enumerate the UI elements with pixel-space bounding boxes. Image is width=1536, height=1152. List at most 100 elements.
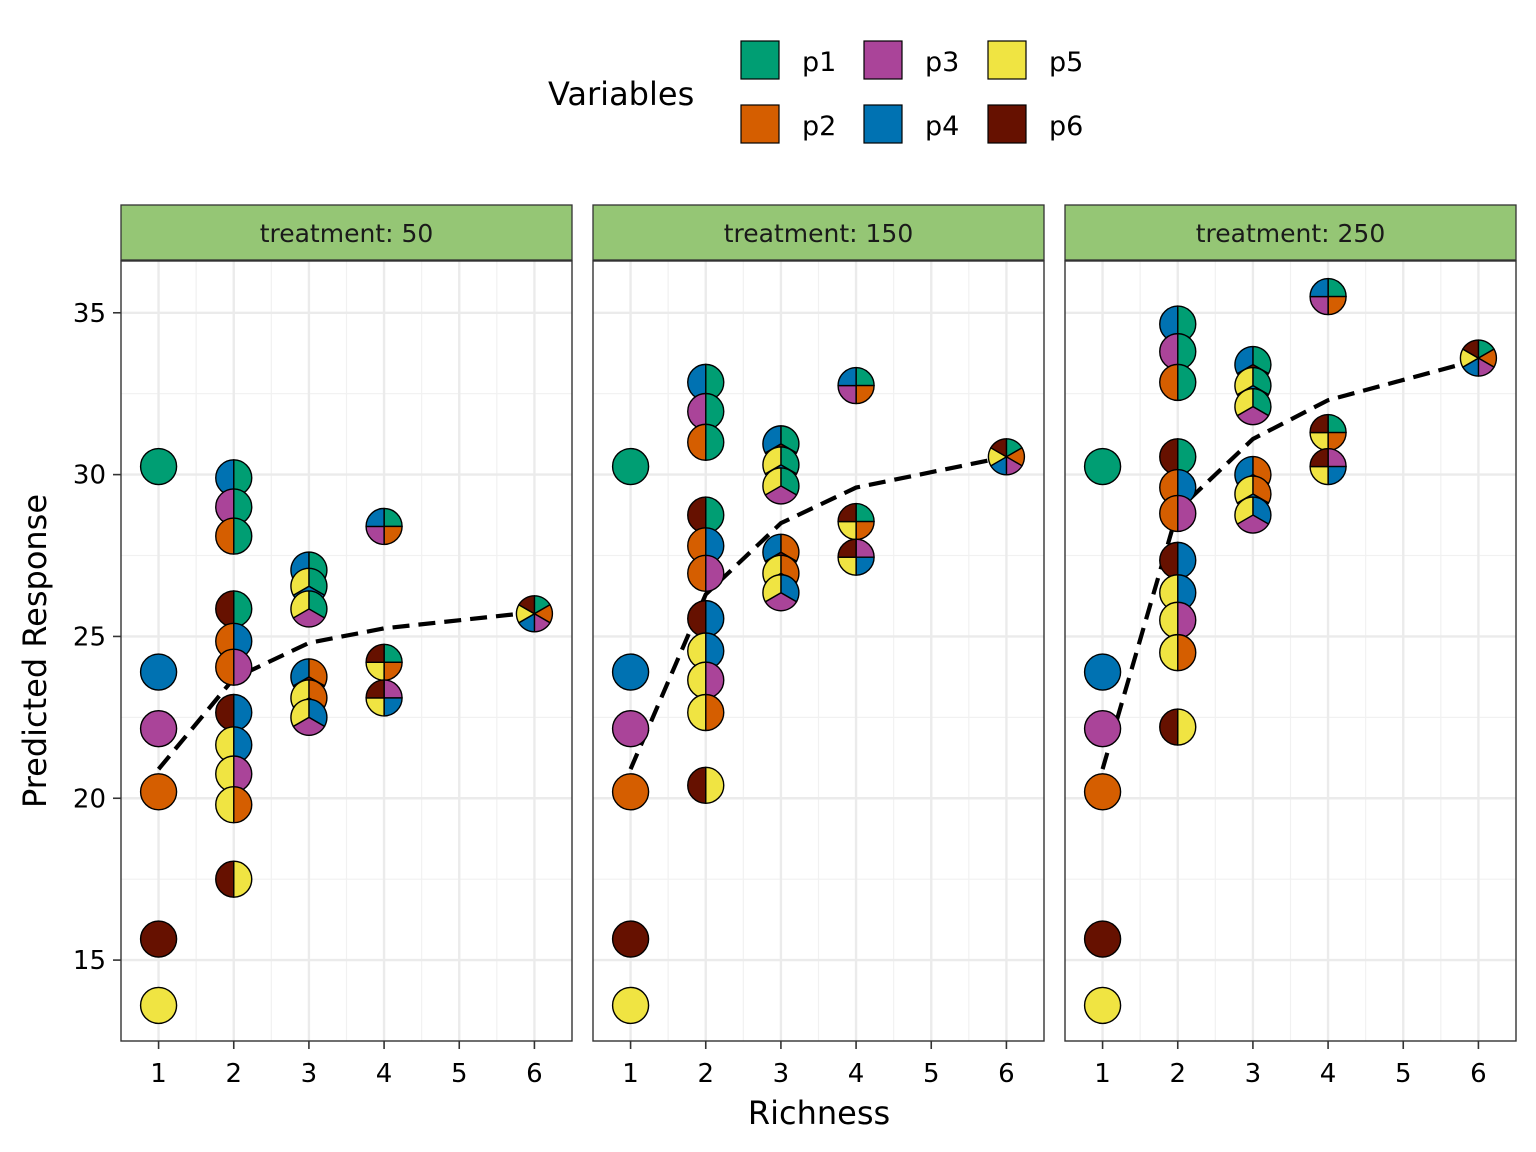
y-tick-label: 25: [73, 622, 106, 652]
data-points: [139, 447, 554, 1025]
legend-item-p2: p2: [740, 104, 836, 144]
pie-slice-p6: [687, 766, 707, 805]
pie-slice-p4: [1083, 653, 1122, 691]
x-axis: 1 2 3 4 5 6: [622, 1041, 1015, 1089]
pie-slice-p3: [1236, 514, 1270, 534]
pie-glyph-point: [139, 920, 178, 958]
pie-slice-p3: [292, 716, 326, 736]
legend-item-p5: p5: [987, 40, 1083, 80]
pie-glyph-point: [215, 786, 253, 824]
legend-item-p3: p3: [863, 40, 959, 80]
pie-slice-p5: [1083, 986, 1122, 1025]
pie-slice-p3: [764, 485, 798, 505]
x-axis-title: Richness: [748, 1094, 890, 1132]
x-tick-label: 3: [301, 1059, 318, 1089]
pie-glyph-point: [1159, 438, 1197, 476]
facet-strip-label: treatment: 150: [724, 219, 914, 248]
pie-slice-p6: [1309, 447, 1329, 468]
pie-slice-p4: [290, 658, 310, 687]
pie-glyph-point: [987, 438, 1026, 476]
data-points: [611, 363, 1026, 1025]
pie-slice-p2: [687, 423, 707, 461]
x-tick-label: 5: [923, 1059, 940, 1089]
pie-glyph-point: [215, 693, 253, 732]
trend-line: [156, 610, 535, 771]
pie-slice-p4: [1309, 277, 1329, 298]
pie-glyph-point: [1459, 339, 1498, 377]
pie-slice-p3: [611, 709, 650, 748]
x-tick-label: 3: [773, 1059, 790, 1089]
pie-glyph-point: [687, 766, 725, 805]
x-tick-label: 1: [1094, 1059, 1111, 1089]
pie-slice-p2: [687, 554, 707, 593]
pie-slice-p5: [1234, 366, 1254, 396]
pie-slice-p3: [1236, 405, 1270, 426]
panel-border: [592, 260, 1045, 1042]
pie-slice-p2: [1159, 494, 1179, 533]
pie-glyph-point: [687, 527, 725, 565]
pie-slice-p5: [687, 693, 707, 732]
pie-glyph-point: [1083, 653, 1122, 691]
x-tick-label: 6: [998, 1059, 1015, 1089]
pie-glyph-point: [365, 507, 403, 546]
pie-slice-p1: [1177, 363, 1197, 402]
x-tick-label: 2: [697, 1059, 714, 1089]
legend-title: Variables: [548, 75, 694, 113]
pie-glyph-point: [1159, 494, 1197, 533]
pie-slice-p3: [1177, 494, 1197, 533]
legend-key-p5: [987, 40, 1027, 80]
pie-glyph-point: [1083, 709, 1122, 748]
pie-glyph-point: [215, 648, 253, 686]
pie-glyph-point: [1309, 413, 1347, 452]
legend-key-p3: [863, 40, 903, 80]
legend-key-p4: [863, 104, 903, 144]
pie-slice-p5: [215, 786, 235, 824]
pie-slice-p2: [705, 693, 725, 732]
facet-strip-label: treatment: 50: [260, 219, 434, 248]
pie-slice-p5: [1234, 496, 1254, 525]
pie-glyph-point: [1159, 363, 1197, 402]
x-tick-label: 5: [451, 1059, 468, 1089]
facet-strip-label: treatment: 250: [1196, 219, 1386, 248]
pie-glyph-point: [687, 363, 725, 402]
x-tick-label: 6: [526, 1059, 543, 1089]
pie-glyph-point: [1234, 496, 1272, 534]
pie-slice-p2: [1159, 363, 1179, 402]
gridlines: [593, 261, 1044, 1042]
pie-slice-p6: [611, 920, 650, 958]
x-tick-label: 4: [848, 1059, 865, 1089]
legend-item-p1: p1: [740, 40, 836, 80]
pie-slice-p2: [233, 786, 253, 824]
y-axis: 15 20 25 30 35: [73, 299, 121, 976]
pie-slice-p5: [1234, 387, 1254, 417]
pie-glyph-point: [611, 920, 650, 958]
pie-glyph-point: [1083, 773, 1122, 811]
pie-slice-p6: [1083, 920, 1122, 958]
y-tick-label: 20: [73, 784, 106, 814]
facet-panels: treatment: 501 2 3 4 5 61520253035treatment: …: [73, 204, 1517, 1089]
pie-glyph-point: [687, 693, 725, 732]
pie-slice-p4: [365, 507, 385, 528]
pie-glyph-point: [687, 423, 725, 461]
pie-slice-p6: [990, 438, 1008, 458]
pie-slice-p3: [292, 608, 326, 628]
pie-glyph-point: [611, 986, 650, 1025]
pie-slice-p2: [1177, 633, 1197, 672]
legend-key-p6: [987, 104, 1027, 144]
pie-slice-p4: [611, 653, 650, 691]
data-points: [1083, 277, 1498, 1025]
pie-glyph-point: [611, 773, 650, 811]
pie-slice-p5: [762, 446, 782, 475]
pie-slice-p5: [1234, 475, 1254, 504]
y-axis-title: Predicted Response: [16, 494, 54, 808]
pie-glyph-point: [611, 653, 650, 691]
legend-key-p2: [740, 104, 780, 144]
x-tick-label: 3: [1245, 1059, 1262, 1089]
pie-slice-p6: [1309, 413, 1329, 434]
x-tick-label: 1: [622, 1059, 639, 1089]
facet-panel: treatment: 50 1 2 3 4 5 6 15 20 25 30 35: [73, 204, 573, 1089]
legend: Variables p1 p2 p3 p4 p5 p6: [548, 40, 1083, 144]
x-tick-label: 5: [1395, 1059, 1412, 1089]
axis-titles: Richness Predicted Response: [16, 494, 890, 1132]
pie-slice-p6: [139, 920, 178, 958]
